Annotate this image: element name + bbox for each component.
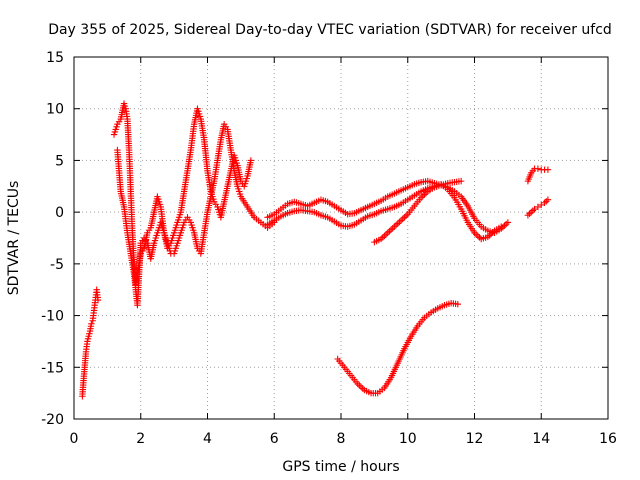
data-point-interp [543, 198, 550, 205]
data-point [504, 219, 512, 226]
data-point [94, 296, 102, 304]
data-point-interp [356, 382, 363, 389]
y-axis-label: SDTVAR / TECUs [6, 181, 22, 296]
data-point-interp [396, 218, 403, 226]
data-point-interp [529, 207, 537, 214]
x-tick-label: 0 [70, 431, 79, 447]
y-tick-label: -20 [41, 412, 64, 428]
data-point [457, 177, 465, 185]
data-point-interp [474, 232, 482, 240]
data-point [524, 212, 532, 219]
data-points [79, 100, 552, 400]
data-point [247, 157, 255, 164]
data-point-interp [387, 226, 395, 233]
data-point-interp [419, 192, 426, 200]
data-point [397, 217, 405, 224]
data-point-interp [382, 231, 390, 238]
axis-ticks [73, 56, 609, 420]
data-point-interp [386, 228, 393, 235]
x-axis-label: GPS time / hours [282, 459, 399, 475]
x-tick-label: 10 [399, 431, 417, 447]
data-point-interp [421, 191, 428, 198]
x-tick-label: 16 [599, 431, 617, 447]
data-point [498, 223, 505, 230]
data-point-interp [472, 231, 480, 238]
data-point-interp [526, 210, 533, 217]
x-tick-label: 12 [466, 431, 484, 447]
data-point-interp [389, 224, 396, 232]
x-tick-label: 8 [337, 431, 346, 447]
y-tick-label: -5 [50, 257, 64, 273]
grid [74, 57, 608, 419]
x-tick-label: 2 [136, 431, 145, 447]
data-point-interp [357, 383, 365, 391]
data-point [531, 205, 538, 213]
data-point-interp [402, 212, 410, 219]
tick-labels: 0 2 4 6 8 10 12 14 16 -20 -15 -10 -5 0 5 10 15 [41, 50, 617, 447]
data-point [384, 229, 391, 237]
x-tick-label: 4 [203, 431, 212, 447]
data-point [544, 196, 552, 203]
data-point [544, 166, 552, 173]
y-tick-label: 10 [46, 102, 64, 118]
data-point-interp [394, 220, 401, 227]
y-tick-label: 15 [46, 50, 64, 66]
chart-title: Day 355 of 2025, Sidereal Day-to-day VTE… [48, 22, 612, 38]
data-point-interp [501, 222, 508, 229]
x-tick-label: 14 [532, 431, 550, 447]
data-point-interp [399, 215, 406, 223]
y-tick-label: -10 [41, 309, 64, 325]
data-point [454, 300, 462, 308]
data-point [528, 208, 535, 216]
data-point-interp [476, 234, 483, 241]
y-tick-label: 0 [55, 205, 64, 221]
data-point [538, 201, 545, 209]
data-point-interp [392, 221, 400, 229]
data-point [88, 320, 95, 328]
y-tick-label: -15 [41, 360, 64, 376]
data-point [391, 223, 398, 230]
y-tick-label: 5 [55, 153, 64, 169]
data-point [534, 165, 542, 172]
x-tick-label: 6 [270, 431, 279, 447]
data-point-interp [381, 232, 388, 240]
data-point [534, 203, 542, 211]
data-point-interp [401, 214, 408, 221]
